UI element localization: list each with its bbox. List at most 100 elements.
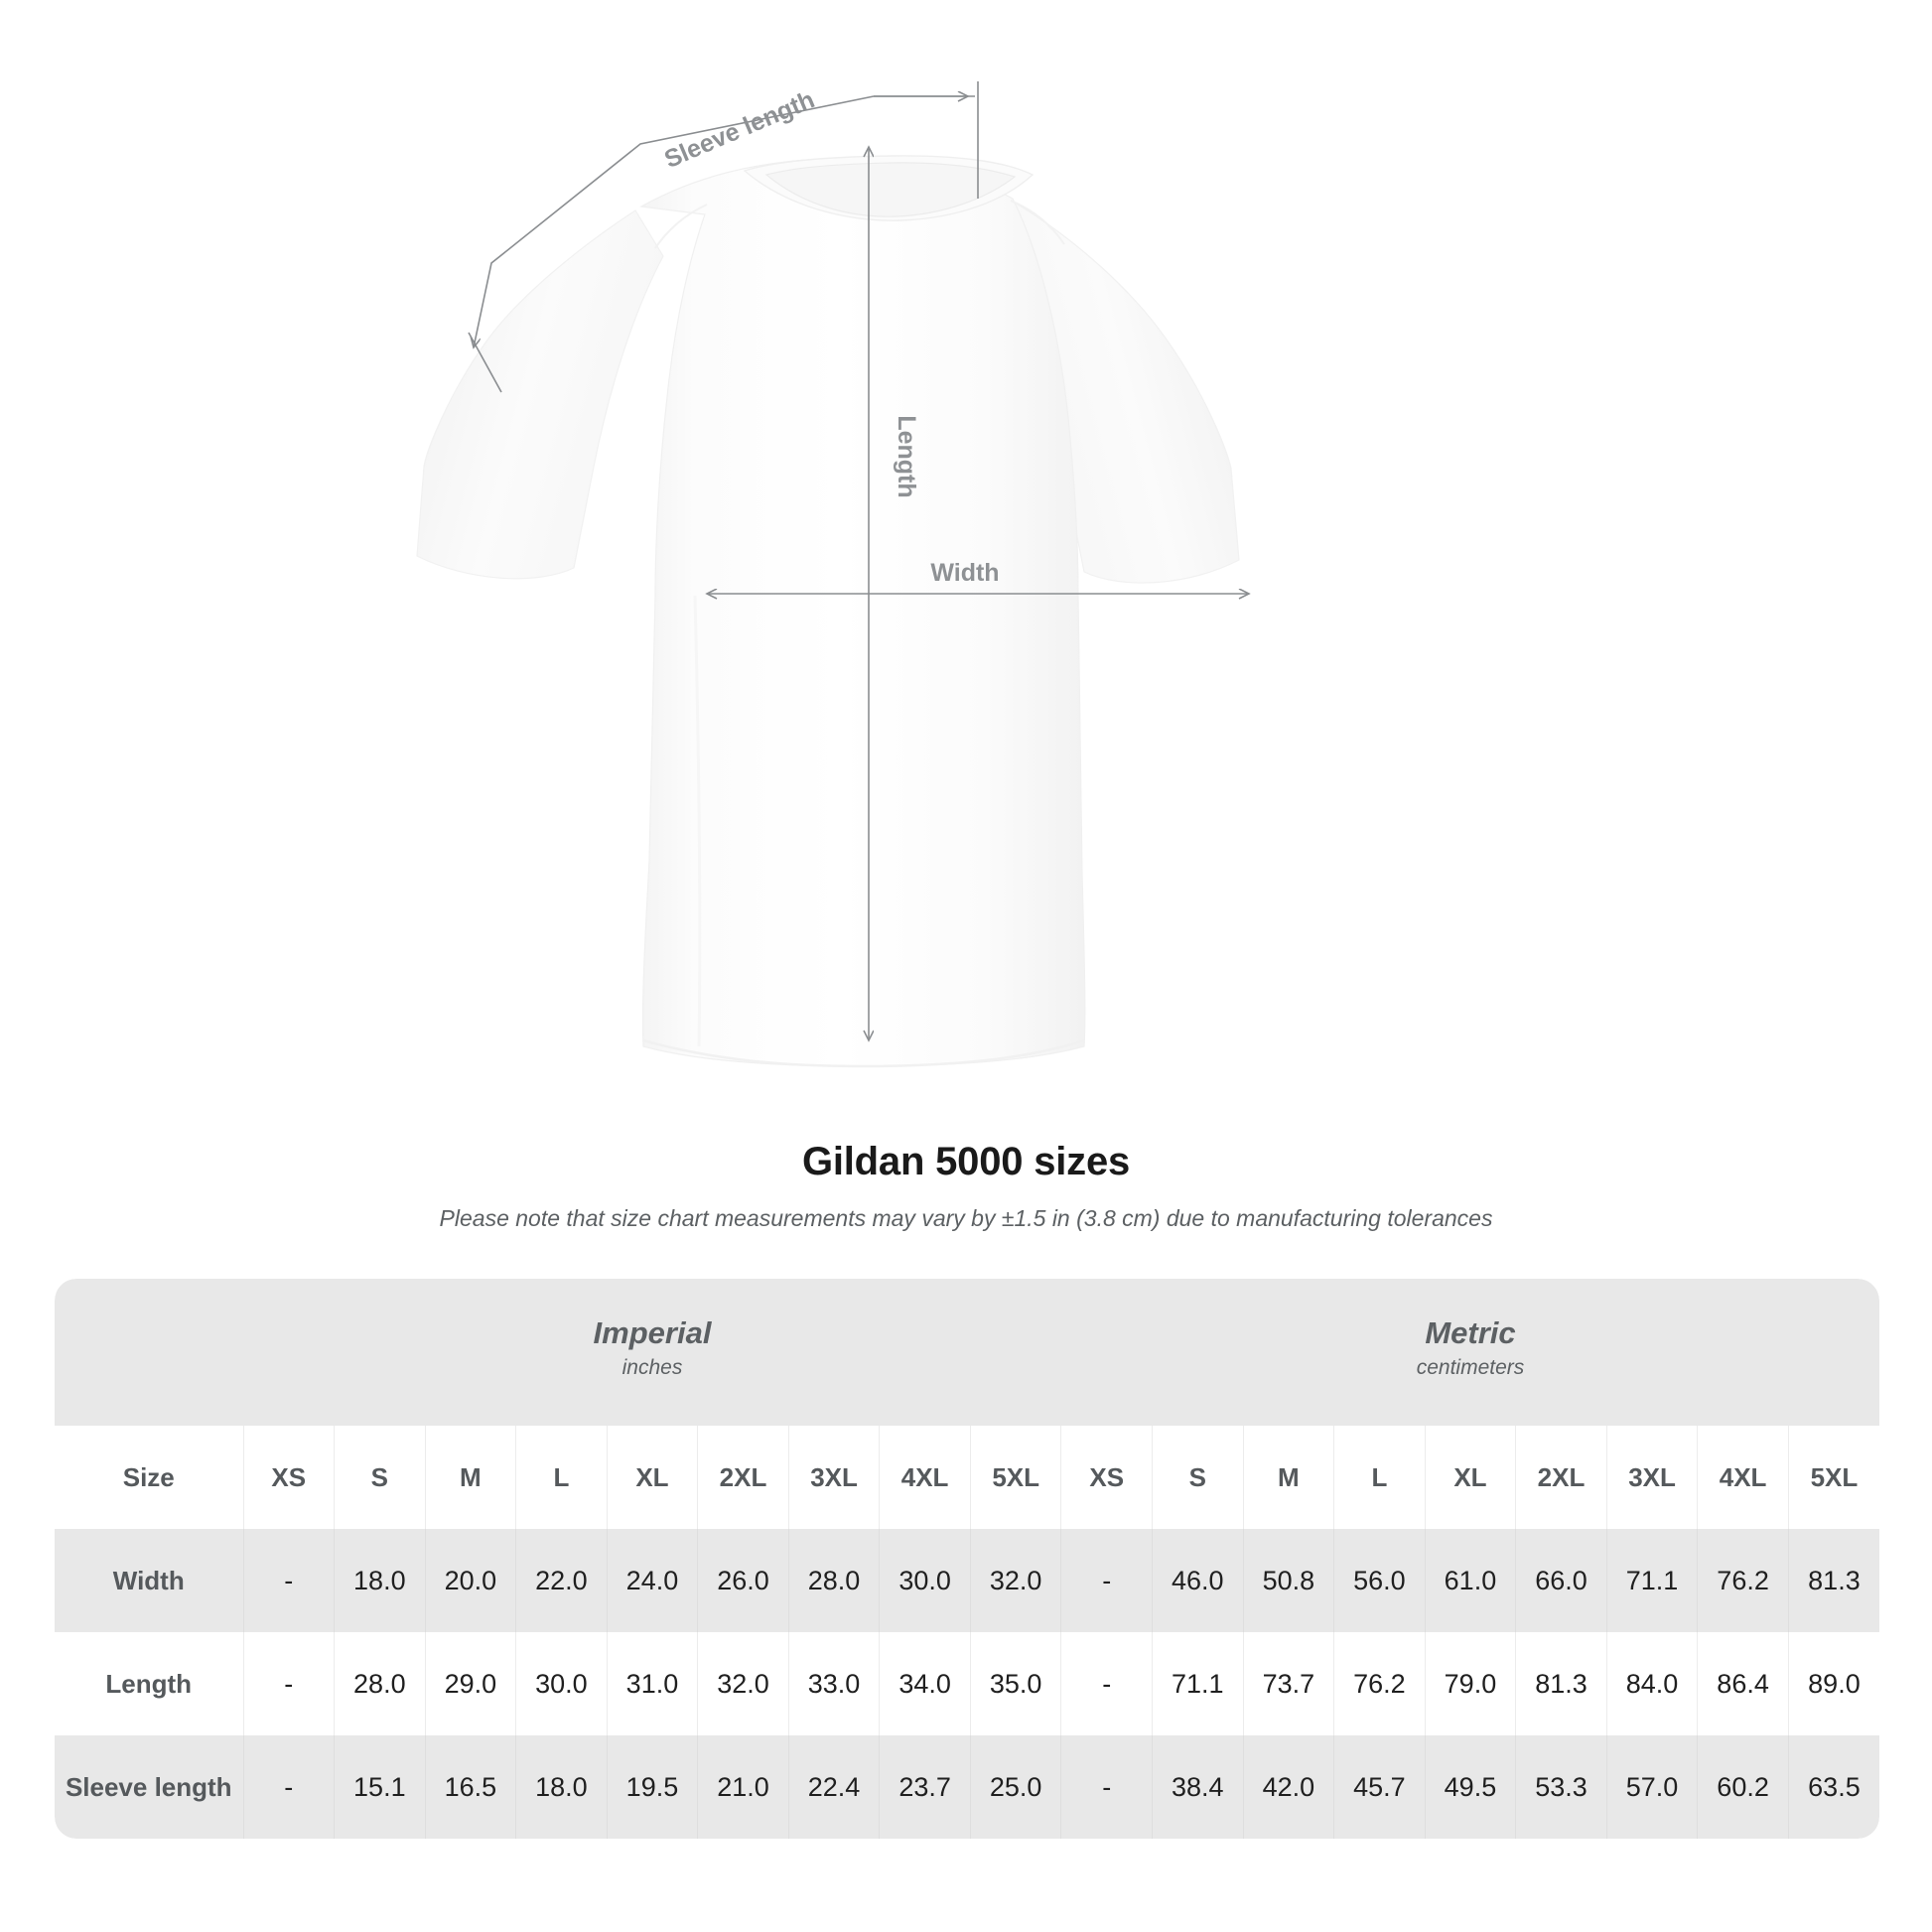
size-header-cell: 5XL (970, 1426, 1062, 1529)
measurement-label: Sleeve length (55, 1735, 244, 1839)
measurement-value: 53.3 (1515, 1735, 1607, 1839)
measurement-value: 76.2 (1697, 1529, 1789, 1632)
chart-heading: Gildan 5000 sizes Please note that size … (0, 1140, 1932, 1233)
size-header-cell: L (1333, 1426, 1426, 1529)
size-header-cell: L (515, 1426, 608, 1529)
shirt-shape (416, 155, 1240, 1068)
measurement-value: 71.1 (1152, 1632, 1244, 1735)
measurement-value: - (1060, 1735, 1154, 1839)
measurement-value: 20.0 (425, 1529, 517, 1632)
tshirt-diagram: Sleeve length Length Width (416, 81, 1932, 1068)
measurement-value: 50.8 (1243, 1529, 1335, 1632)
size-header-cell: XL (607, 1426, 699, 1529)
right-shoulder-seam (1010, 200, 1065, 245)
measurement-value: - (243, 1632, 336, 1735)
size-header-cell: 2XL (697, 1426, 789, 1529)
measurement-label: Width (55, 1529, 244, 1632)
measurement-value: 18.0 (334, 1529, 426, 1632)
measurement-value: 18.0 (515, 1735, 608, 1839)
measurement-value: 42.0 (1243, 1735, 1335, 1839)
unit-system-units: centimeters (1416, 1356, 1525, 1380)
measurement-value: 71.1 (1606, 1529, 1699, 1632)
size-header-cell: 2XL (1515, 1426, 1607, 1529)
measurement-value: 73.7 (1243, 1632, 1335, 1735)
measurement-value: 76.2 (1333, 1632, 1426, 1735)
size-header-cell: S (334, 1426, 426, 1529)
measurement-value: 89.0 (1788, 1632, 1880, 1735)
measurement-value: 21.0 (697, 1735, 789, 1839)
measurement-value: 61.0 (1425, 1529, 1517, 1632)
measurement-value: - (243, 1735, 336, 1839)
unit-system-header-metric: Metric centimeters (1060, 1279, 1880, 1426)
measurement-value: 79.0 (1425, 1632, 1517, 1735)
measurement-value: - (1060, 1632, 1154, 1735)
measurement-value: 46.0 (1152, 1529, 1244, 1632)
measurement-value: 19.5 (607, 1735, 699, 1839)
size-chart-table: Imperial inches Metric centimeters Size XS S M L… (55, 1279, 1880, 1839)
left-shoulder-seam (654, 204, 708, 249)
measurement-value: 29.0 (425, 1632, 517, 1735)
measurement-value: 81.3 (1788, 1529, 1880, 1632)
size-header-cell: M (1243, 1426, 1335, 1529)
tolerance-note: Please note that size chart measurements… (439, 1205, 1493, 1231)
table-corner-cell (55, 1279, 243, 1426)
size-header-cell: 4XL (1697, 1426, 1789, 1529)
measurement-value: 45.7 (1333, 1735, 1426, 1839)
size-header-cell: XS (1060, 1426, 1154, 1529)
measurement-value: 25.0 (970, 1735, 1062, 1839)
measurement-value: - (243, 1529, 336, 1632)
measurement-guides (468, 81, 1249, 1040)
table-row: Sleeve length -15.1 16.5 18.0 19.5 21.0 22.4 23… (55, 1735, 1880, 1839)
measurement-value: 16.5 (425, 1735, 517, 1839)
width-label: Width (930, 559, 999, 587)
measurement-value: 84.0 (1606, 1632, 1699, 1735)
size-header-cell: 3XL (1606, 1426, 1699, 1529)
tshirt-illustration: Sleeve length Length Width (416, 81, 1932, 1068)
fabric-fold-left (693, 595, 702, 1047)
unit-system-header-imperial: Imperial inches (243, 1279, 1061, 1426)
size-header-cell: M (425, 1426, 517, 1529)
size-header-cell: 3XL (788, 1426, 881, 1529)
measurement-value: 24.0 (607, 1529, 699, 1632)
neck-opening (764, 162, 1017, 217)
measurement-label: Length (55, 1632, 244, 1735)
table-row: Length -28.0 29.0 30.0 31.0 32.0 33.0 34.0 35.0-… (55, 1632, 1880, 1735)
measurement-value: 32.0 (970, 1529, 1062, 1632)
measurement-value: 38.4 (1152, 1735, 1244, 1839)
unit-system-name: Imperial (593, 1315, 712, 1351)
shirt-body (639, 158, 1086, 1067)
measurement-value: 60.2 (1697, 1735, 1789, 1839)
measurement-value: 32.0 (697, 1632, 789, 1735)
measurement-value: 23.7 (879, 1735, 971, 1839)
sleeve-length-line (474, 95, 875, 347)
size-header-cell: 4XL (879, 1426, 971, 1529)
size-header-cell: XL (1425, 1426, 1517, 1529)
left-sleeve (416, 209, 664, 580)
measurement-value: 86.4 (1697, 1632, 1789, 1735)
size-header-cell: 5XL (1788, 1426, 1880, 1529)
hem (642, 1038, 1085, 1068)
measurement-value: 34.0 (879, 1632, 971, 1735)
measurement-value: 28.0 (788, 1529, 881, 1632)
size-header-row: Size XS S M L XL 2XL 3XL 4XL 5XL XS S M L XL 2XL 3XL 4XL 5… (55, 1426, 1880, 1529)
measurement-value: 81.3 (1515, 1632, 1607, 1735)
table-row: Width -18.0 20.0 22.0 24.0 26.0 28.0 30.0 32.0-4… (55, 1529, 1880, 1632)
measurement-value: 49.5 (1425, 1735, 1517, 1839)
size-column-header: Size (55, 1426, 244, 1529)
measurement-value: 26.0 (697, 1529, 789, 1632)
measurement-value: 31.0 (607, 1632, 699, 1735)
measurement-value: - (1060, 1529, 1154, 1632)
measurement-value: 33.0 (788, 1632, 881, 1735)
measurement-value: 30.0 (879, 1529, 971, 1632)
fabric-fold-right (1035, 595, 1044, 1045)
length-label: Length (893, 415, 920, 497)
measurement-value: 22.0 (515, 1529, 608, 1632)
measurement-value: 66.0 (1515, 1529, 1607, 1632)
measurement-value: 56.0 (1333, 1529, 1426, 1632)
measurement-value: 28.0 (334, 1632, 426, 1735)
unit-system-units: inches (621, 1356, 683, 1380)
sleeve-end-tick (468, 332, 502, 393)
page-title: Gildan 5000 sizes (801, 1140, 1131, 1183)
size-table-container: Imperial inches Metric centimeters Size XS S M L… (55, 1279, 1880, 1839)
